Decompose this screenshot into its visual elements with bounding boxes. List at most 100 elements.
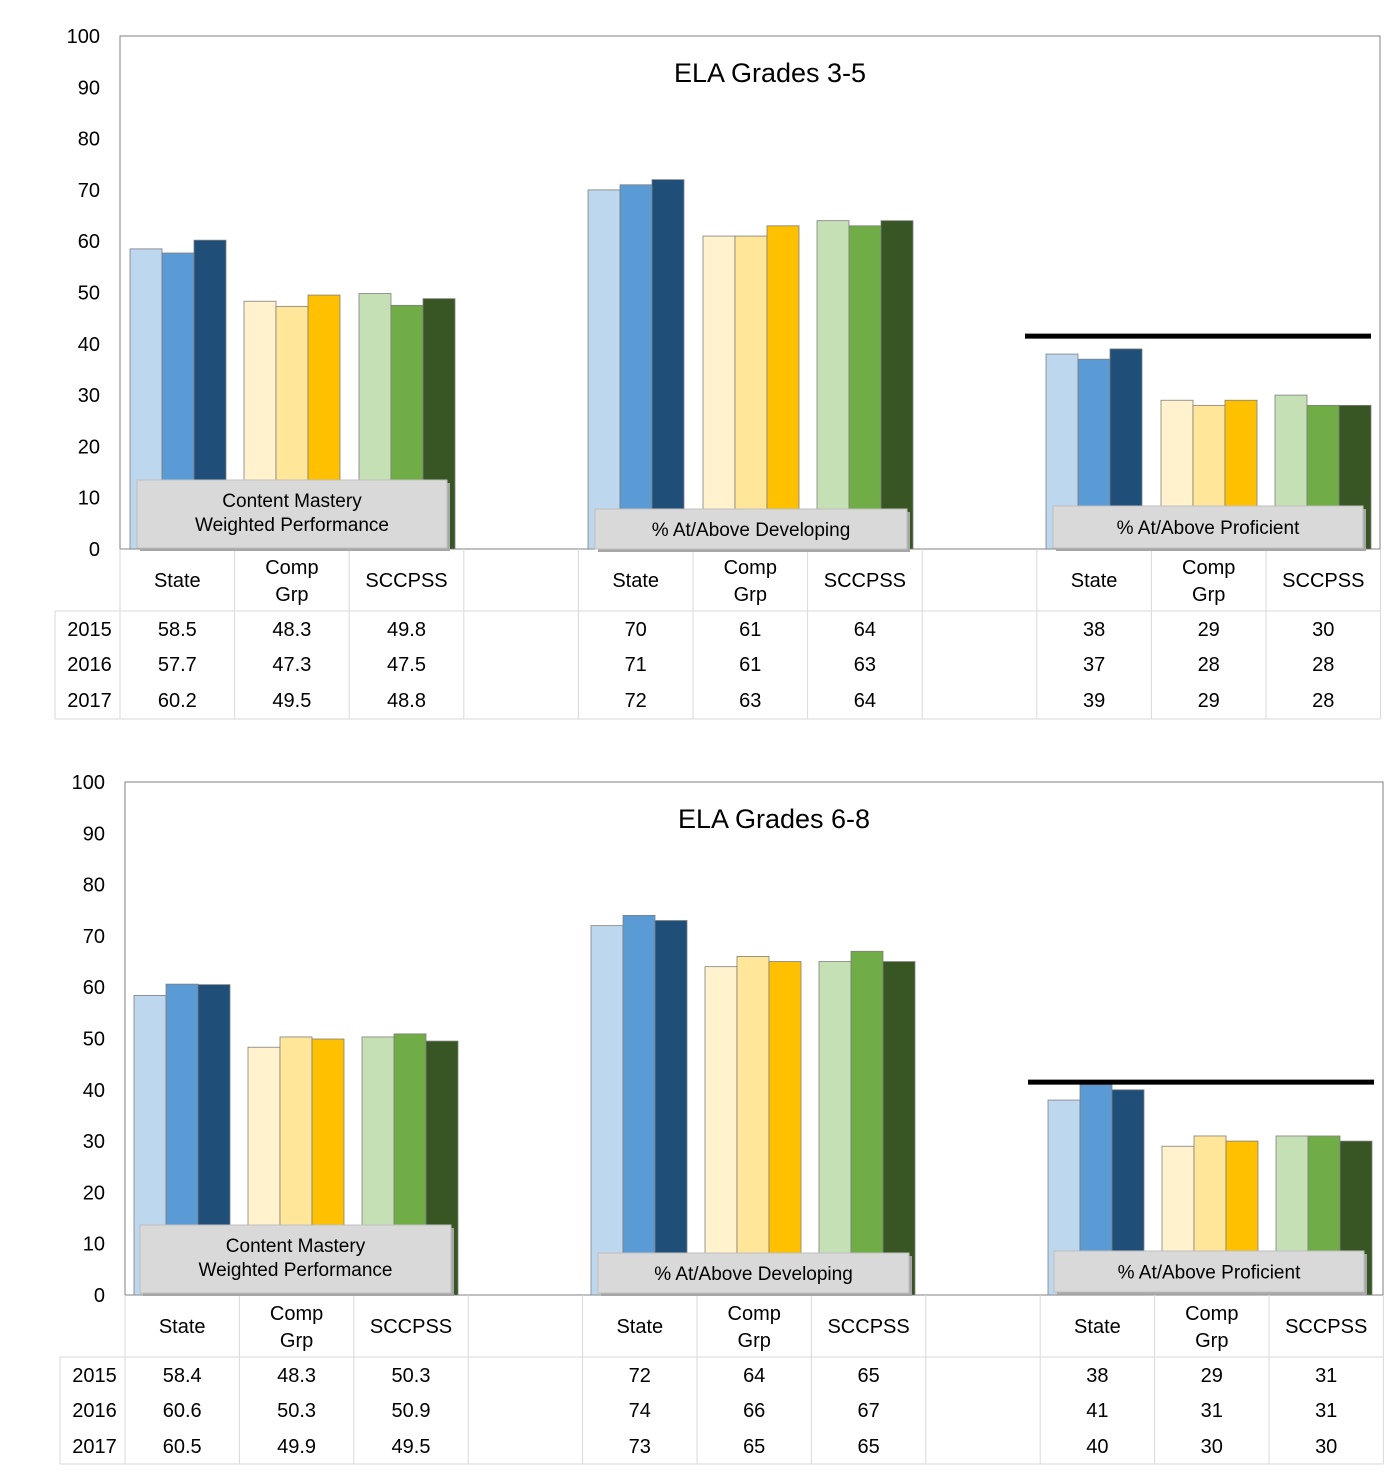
group-label-box [1052, 505, 1364, 549]
group-label-text: Weighted Performance [195, 515, 389, 536]
y-tick-label: 60 [78, 231, 100, 253]
table-col-header: Grp [1195, 1330, 1228, 1352]
table-year-label: 2016 [67, 654, 112, 676]
table-cell: 48.3 [277, 1365, 316, 1387]
y-tick-label: 90 [78, 77, 100, 99]
table-cell: 73 [629, 1436, 651, 1458]
y-tick-label: 20 [78, 436, 100, 458]
table-col-header: Comp [1185, 1303, 1238, 1325]
table-col-header: Grp [734, 584, 767, 606]
table-cell: 30 [1312, 619, 1334, 641]
y-tick-label: 10 [83, 1234, 105, 1256]
table-cell: 70 [625, 619, 647, 641]
table-cell: 61 [739, 654, 761, 676]
bar [587, 189, 621, 550]
group-label-box [597, 1252, 910, 1294]
bar [850, 950, 884, 1296]
table-cell: 49.5 [392, 1436, 431, 1458]
table-cell: 37 [1083, 654, 1105, 676]
table-col-header: Grp [738, 1330, 771, 1352]
y-tick-label: 80 [83, 875, 105, 897]
y-tick-label: 50 [78, 283, 100, 305]
table-cell: 40 [1086, 1436, 1108, 1458]
bar [882, 961, 916, 1296]
table-cell: 66 [743, 1400, 765, 1422]
table-cell: 29 [1198, 690, 1220, 712]
group-label-text: % At/Above Developing [652, 520, 851, 541]
table-cell: 49.9 [277, 1436, 316, 1458]
y-tick-label: 100 [67, 26, 100, 48]
table-col-header: State [612, 570, 659, 592]
table-cell: 64 [854, 619, 876, 641]
table-cell: 30 [1315, 1436, 1337, 1458]
y-tick-label: 10 [78, 488, 100, 510]
table-cell: 28 [1312, 690, 1334, 712]
table-cell: 67 [857, 1400, 879, 1422]
bar [766, 225, 800, 550]
bar [880, 220, 914, 550]
table-col-header: Grp [280, 1330, 313, 1352]
table-cell: 48.8 [387, 690, 426, 712]
table-cell: 50.9 [392, 1400, 431, 1422]
table-cell: 58.5 [158, 619, 197, 641]
group-label-text: % At/Above Developing [654, 1264, 853, 1285]
table-cell: 29 [1201, 1365, 1223, 1387]
bar [622, 914, 656, 1296]
table-col-header: SCCPSS [1282, 570, 1364, 592]
y-tick-label: 0 [94, 1285, 105, 1307]
table-cell: 64 [743, 1365, 765, 1387]
table-cell: 74 [629, 1400, 651, 1422]
table-cell: 58.4 [163, 1365, 202, 1387]
table-col-header: Comp [1182, 557, 1235, 579]
group-label-box [1053, 1250, 1365, 1293]
table-cell: 50.3 [392, 1365, 431, 1387]
table-cell: 28 [1198, 654, 1220, 676]
bar [816, 220, 850, 550]
table-cell: 65 [857, 1365, 879, 1387]
table-year-label: 2017 [67, 690, 112, 712]
y-tick-label: 70 [78, 180, 100, 202]
table-cell: 49.5 [272, 690, 311, 712]
bar [590, 925, 624, 1296]
table-col-header: SCCPSS [365, 570, 447, 592]
table-col-header: State [1071, 570, 1118, 592]
table-cell: 63 [739, 690, 761, 712]
table-col-header: Comp [265, 557, 318, 579]
table-cell: 57.7 [158, 654, 197, 676]
table-col-header: State [1074, 1316, 1121, 1338]
table-col-header: State [154, 570, 201, 592]
bar [768, 961, 802, 1296]
table-cell: 38 [1083, 619, 1105, 641]
table-cell: 65 [743, 1436, 765, 1458]
bar [702, 235, 736, 550]
bar [651, 179, 685, 550]
chart-ela-grades-6-8: 0 10 20 30 40 50 60 70 80 90 100 ELA Grades 6-8 2015… [59, 772, 1384, 1465]
chart-ela-grades-3-5: 0 10 20 30 40 50 60 70 80 90 100 ELA Grades 3-5 2015… [54, 26, 1382, 720]
chart-title: ELA Grades 3-5 [674, 58, 866, 88]
table-cell: 63 [854, 654, 876, 676]
y-tick-label: 0 [89, 539, 100, 561]
bar [734, 235, 768, 550]
table-cell: 29 [1198, 619, 1220, 641]
table-year-label: 2017 [72, 1436, 117, 1458]
table-cell: 48.3 [272, 619, 311, 641]
table-col-header: Comp [728, 1303, 781, 1325]
y-tick-label: 30 [83, 1131, 105, 1153]
y-tick-label: 40 [78, 334, 100, 356]
table-cell: 47.5 [387, 654, 426, 676]
table-cell: 31 [1315, 1365, 1337, 1387]
bar [704, 966, 738, 1296]
y-tick-label: 40 [83, 1080, 105, 1102]
table-year-label: 2015 [72, 1365, 117, 1387]
table-cell: 47.3 [272, 654, 311, 676]
table-col-header: State [616, 1316, 663, 1338]
table-year-label: 2016 [72, 1400, 117, 1422]
group-label-text: Weighted Performance [199, 1260, 393, 1281]
y-tick-label: 90 [83, 823, 105, 845]
table-cell: 60.2 [158, 690, 197, 712]
y-tick-label: 60 [83, 977, 105, 999]
table-col-header: Grp [1192, 584, 1225, 606]
y-tick-label: 30 [78, 385, 100, 407]
table-cell: 31 [1201, 1400, 1223, 1422]
table-cell: 64 [854, 690, 876, 712]
